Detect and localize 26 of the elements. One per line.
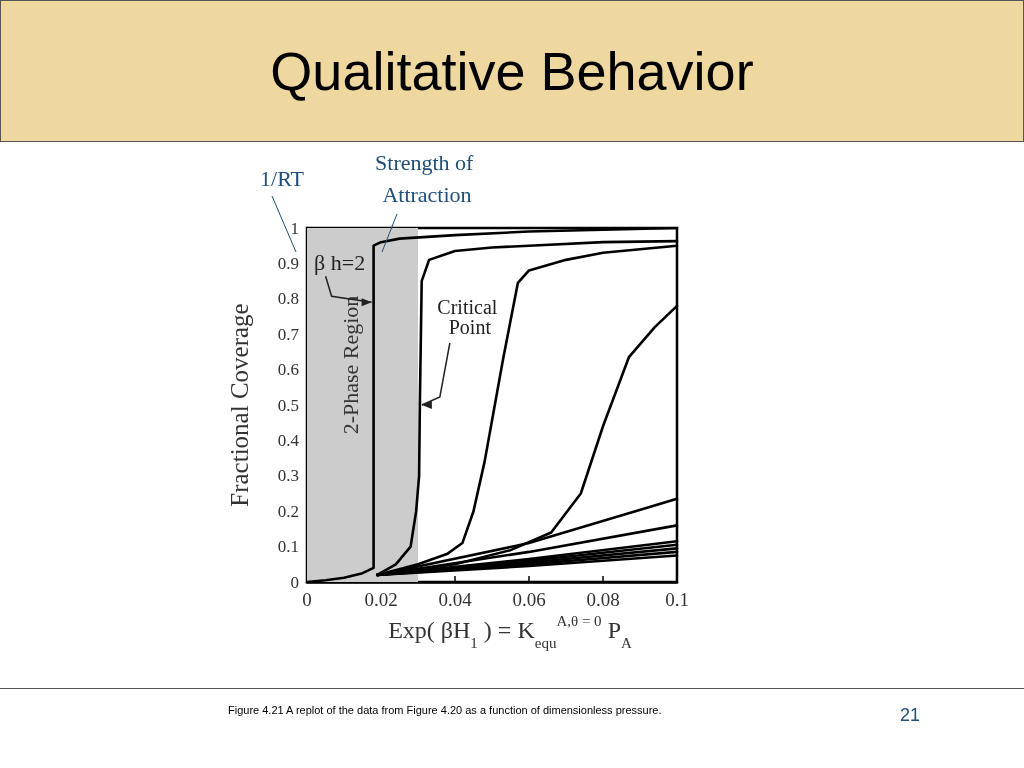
- text: 21: [900, 705, 921, 726]
- x-axis-title: Exp( βH$_{1}$ ) = K$_{equ}$$^{A,θ = 0}$ P$_{A}$: [388, 613, 632, 651]
- y-tick-label: 0: [290, 572, 299, 592]
- text: 1/RT: [260, 165, 305, 191]
- x-tick-label: 0.1: [665, 589, 689, 610]
- y-tick-label: 0.2: [277, 501, 299, 521]
- y-tick-label: 0.3: [277, 466, 299, 486]
- x-tick-label: 0.04: [438, 589, 473, 610]
- y-tick-label: 0.5: [277, 395, 299, 415]
- y-tick-label: 0.6: [277, 360, 299, 380]
- y-tick-label: 1: [290, 218, 299, 238]
- caption: Figure 4.21 A replot of the data from Figure 4.20 as a function of dimensionless pressure.: [228, 703, 663, 717]
- y-tick-label: 0.7: [277, 324, 300, 344]
- y-tick-label: 0.8: [277, 289, 299, 309]
- band-label: 2-Phase Region: [338, 295, 363, 435]
- y-tick-label: 0.4: [277, 430, 300, 450]
- y-axis-title: Fractional Coverage: [226, 303, 253, 507]
- x-tick-label: 0.08: [586, 589, 620, 610]
- y-tick-label: 0.1: [277, 537, 299, 557]
- y-tick-label: 0.9: [277, 253, 299, 273]
- annotation: β h=2: [314, 249, 366, 275]
- x-tick-label: 0.02: [364, 589, 398, 610]
- x-tick-label: 0.06: [512, 589, 546, 610]
- chart-title: Qualitative Behavior: [0, 0, 1024, 142]
- text: Strength of Attraction: [375, 149, 479, 207]
- annotation: Critical Point: [437, 296, 503, 338]
